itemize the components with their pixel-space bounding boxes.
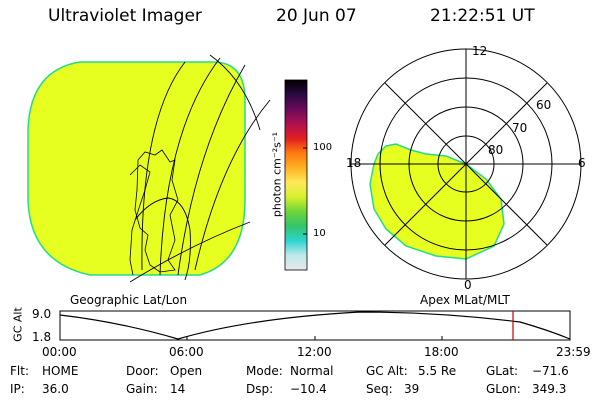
glat-label: GLat: [486, 364, 519, 378]
colorbar-tick-label-100: 100 [313, 142, 333, 153]
lon-line-1 [141, 61, 186, 271]
lon-line-4 [194, 99, 271, 271]
gain-value: 14 [170, 382, 186, 396]
dsp-value: −10.4 [290, 382, 327, 396]
polar-diag-2 [384, 82, 548, 246]
filter-label: Flt: [10, 364, 29, 378]
mode-label: Mode: [246, 364, 283, 378]
date-label: 20 Jun 07 [276, 6, 357, 26]
ip-label: IP: [10, 382, 25, 396]
x-tick-label-2359: 23:59 [556, 345, 591, 359]
mlt-label-12: 12 [472, 44, 488, 58]
dsp-label: Dsp: [246, 382, 274, 396]
x-tick-label-0600: 06:00 [169, 345, 204, 359]
time-label: 21:22:51 UT [430, 6, 535, 26]
colorbar-tick-label-10: 10 [313, 228, 326, 239]
seq-value: 39 [404, 382, 420, 396]
mode-value: Normal [290, 364, 334, 378]
mlt-label-6: 6 [578, 156, 586, 170]
door-label: Door: [126, 364, 159, 378]
lon-line-3 [177, 64, 246, 276]
lat-line-2 [134, 197, 191, 281]
gcalt-label: GC Alt: [366, 364, 408, 378]
mlat-label-60: 60 [536, 98, 552, 112]
glat-value: −71.6 [532, 364, 569, 378]
altitude-ylabel: GC Alt [11, 307, 25, 342]
geographic-image [27, 54, 271, 283]
altitude-curve [59, 311, 571, 340]
lon-line-5 [209, 54, 261, 131]
x-tick-label-1200: 12:00 [297, 345, 332, 359]
x-tick-label-1800: 18:00 [424, 345, 459, 359]
mlt-label-0: 0 [464, 278, 472, 292]
mlat-label-80: 80 [488, 143, 504, 157]
ip-value: 36.0 [42, 382, 69, 396]
lon-line-2 [159, 57, 221, 276]
gcalt-value: 5.5 Re [418, 364, 457, 378]
mlat-label-70: 70 [512, 121, 528, 135]
filter-value: HOME [42, 364, 79, 378]
instrument-title: Ultraviolet Imager [48, 6, 202, 26]
door-value: Open [170, 364, 203, 378]
seq-label: Seq: [366, 382, 393, 396]
apex-caption: Apex MLat/MLT [420, 293, 510, 307]
geographic-caption: Geographic Lat/Lon [70, 293, 188, 307]
coastline-2 [129, 164, 151, 276]
mlt-label-18: 18 [346, 156, 362, 170]
altitude-ymax: 9.0 [32, 307, 52, 321]
altitude-ymin: 1.8 [32, 330, 52, 344]
glon-value: 349.3 [532, 382, 567, 396]
colorbar-gradient [284, 79, 308, 271]
glon-label: GLon: [486, 382, 521, 396]
gain-label: Gain: [126, 382, 158, 396]
x-tick-label-0000: 00:00 [42, 345, 77, 359]
coastline [134, 149, 179, 273]
